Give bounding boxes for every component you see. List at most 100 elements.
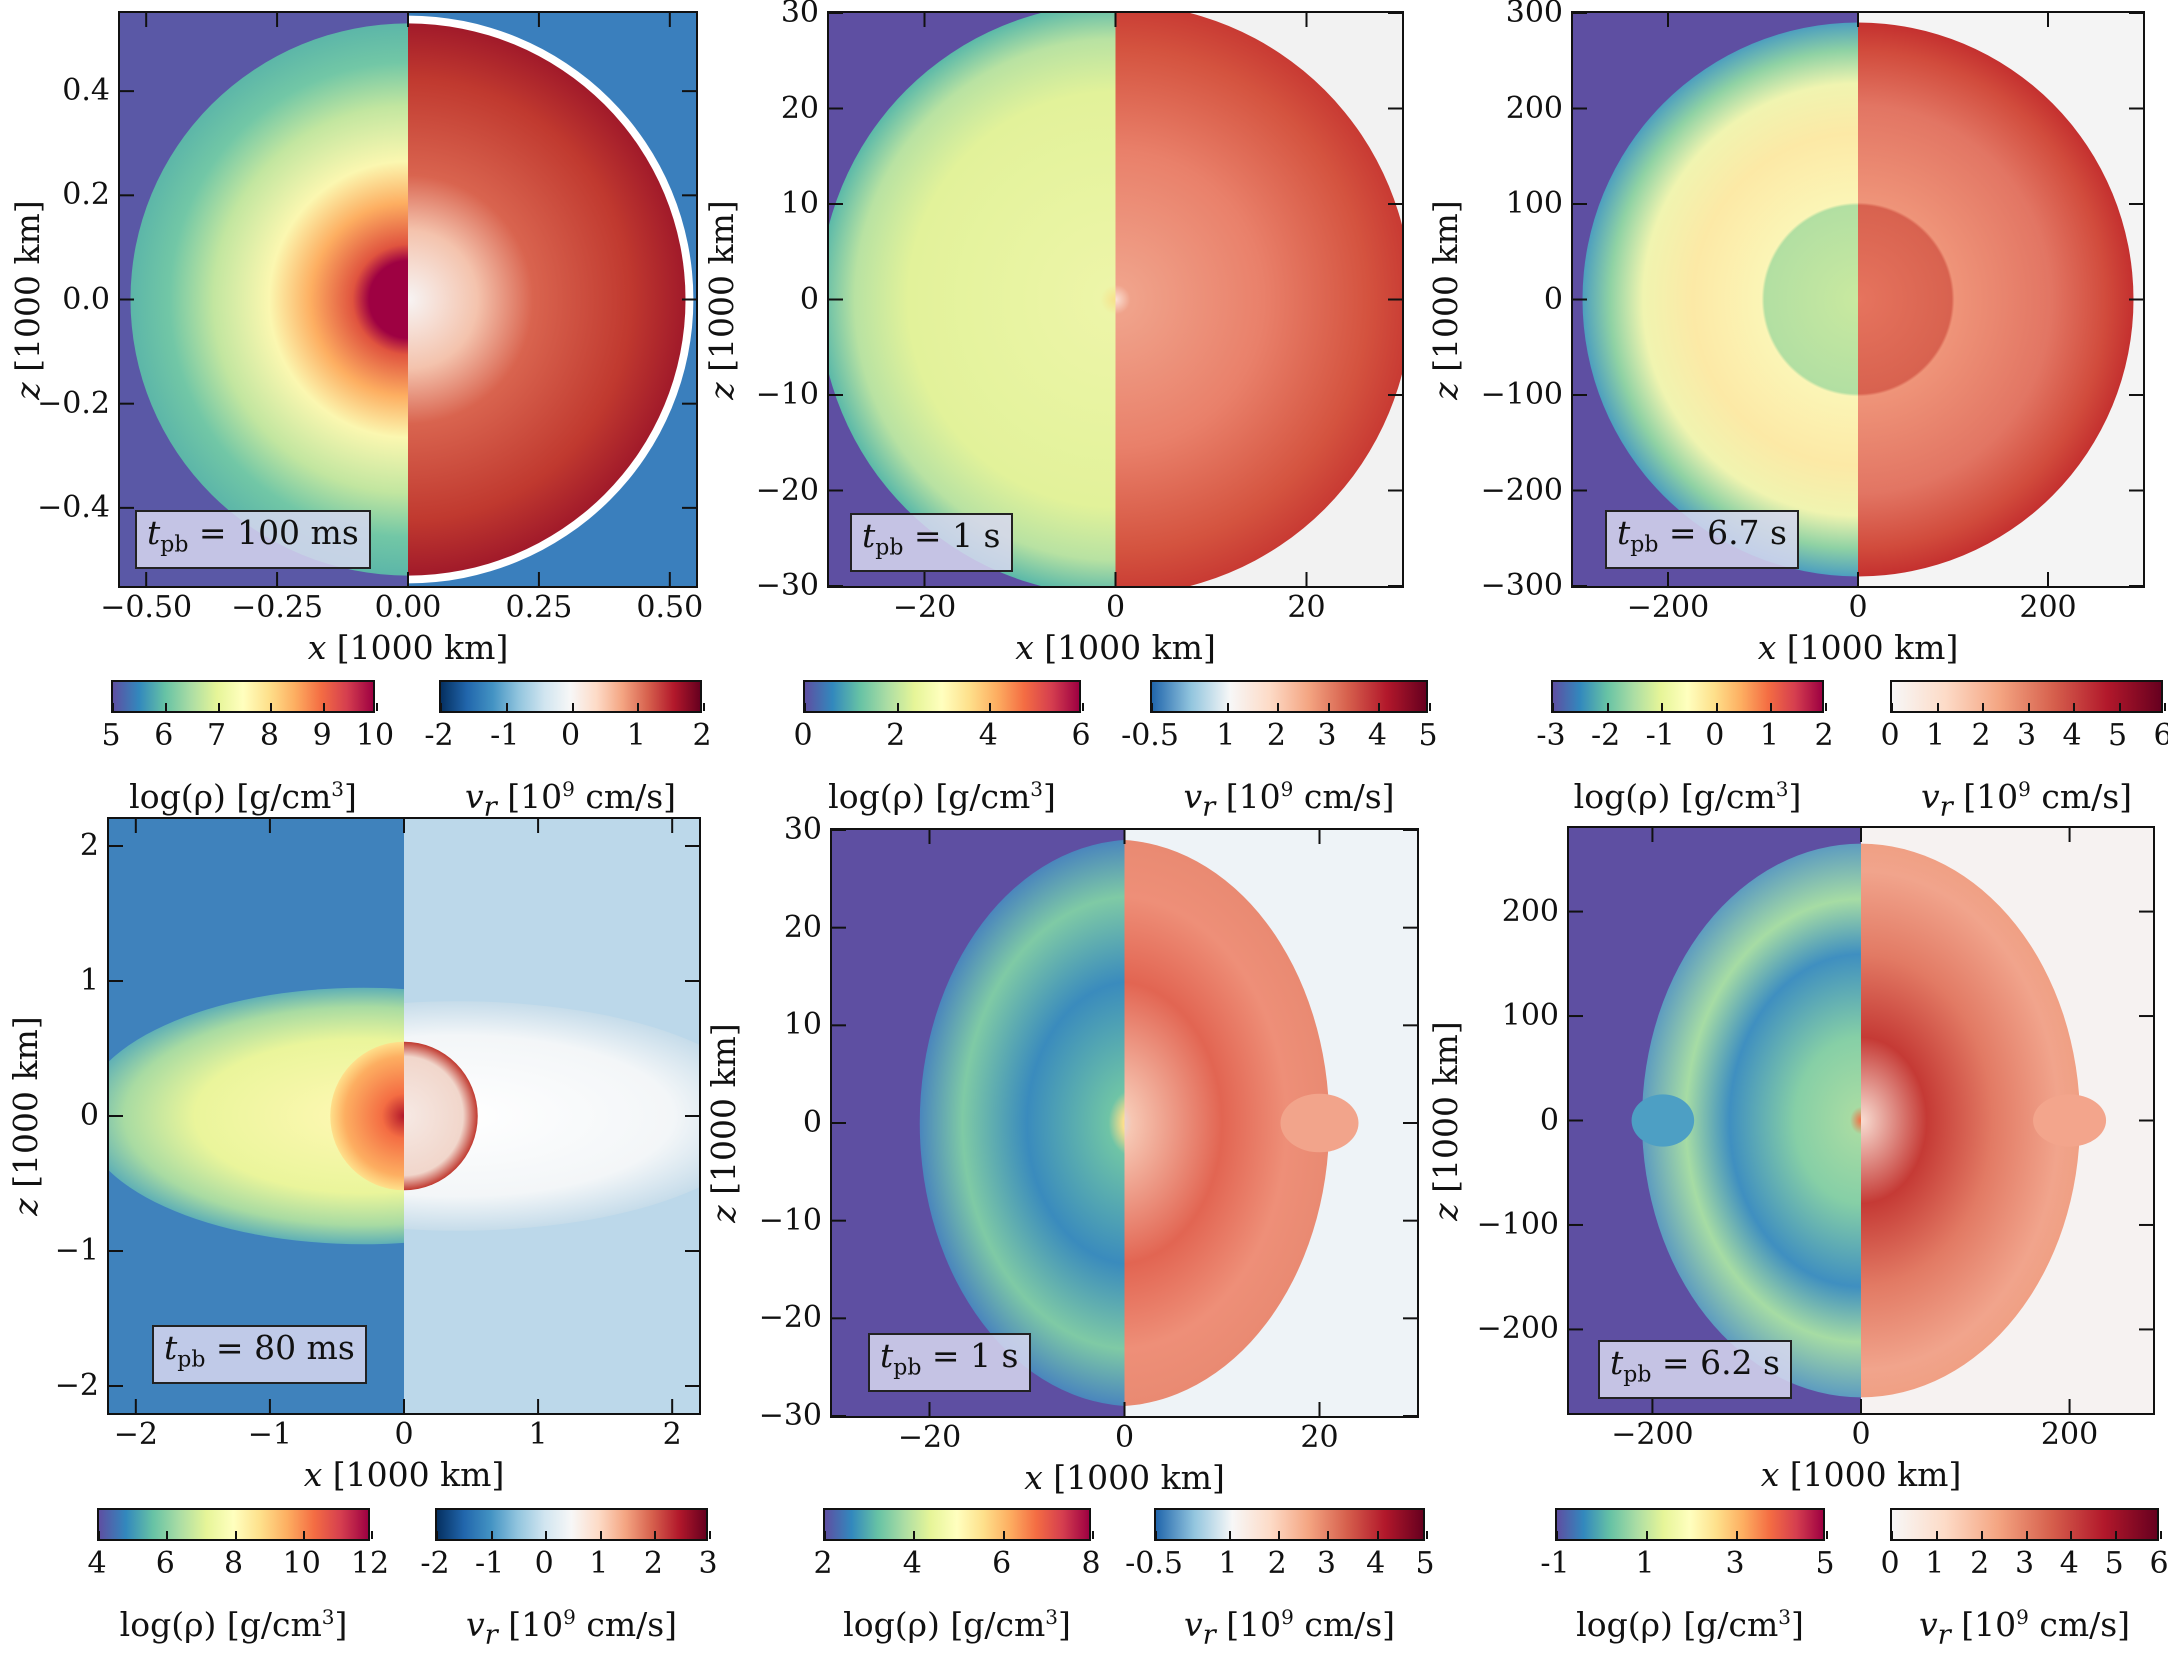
x-tick-label: 1 <box>528 1417 548 1452</box>
x-tick-label: −200 <box>1626 590 1710 625</box>
heatmap-canvas <box>829 13 1402 586</box>
colorbar-tick-label: 5 <box>2107 718 2128 753</box>
colorbar-tick-label: -2 <box>1590 718 1621 753</box>
x-tick-label: 0.00 <box>374 590 442 625</box>
time-value: = 1 s <box>903 516 1001 555</box>
colorbar-label: log(ρ) [g/cm3] <box>843 1598 1071 1644</box>
colorbar-tick-label: 6 <box>1071 718 1091 753</box>
time-var: t <box>1610 1343 1624 1382</box>
colorbar-tick <box>1935 1531 1938 1539</box>
colorbar-tick-label: -1 <box>1645 718 1675 753</box>
colorbar-tick <box>1556 1531 1558 1539</box>
colorbar-tick-label: 1 <box>1216 718 1236 753</box>
colorbar-unit-sup: 3 <box>331 777 344 801</box>
y-tick-label: 300 <box>1505 0 1563 30</box>
colorbar-label: vr [109 cm/s] <box>1921 770 2132 826</box>
colorbar-tick <box>270 703 273 711</box>
quantity-sub: r <box>1939 790 1953 823</box>
colorbar-tick-label: -0.5 <box>1121 718 1179 753</box>
y-axis-label: z [1000 km] <box>704 1023 743 1222</box>
colorbar-unit: [g/cm <box>216 1605 322 1644</box>
colorbar-label: vr [109 cm/s] <box>1919 1598 2130 1654</box>
colorbar-tick-label: -1 <box>474 1546 505 1581</box>
colorbar-tick <box>1661 703 1664 711</box>
colorbar-unit: [10 <box>497 1605 564 1644</box>
colorbar-tick-label: 1 <box>1925 718 1946 753</box>
density-half <box>832 830 1125 1416</box>
colorbar-quantity: vr <box>1921 777 1953 823</box>
quantity-sub: r <box>1202 790 1216 823</box>
colorbar-tick <box>1278 1531 1281 1539</box>
x-axis-unit: [1000 km] <box>1776 628 1959 667</box>
y-tick-label: −200 <box>1480 472 1563 508</box>
x-axis-label: x [1000 km] <box>308 630 509 666</box>
colorbar-unit: [10 <box>496 777 563 816</box>
colorbar-tick-label: 3 <box>698 1546 718 1581</box>
y-tick-label: −0.4 <box>37 489 110 525</box>
colorbar-tick-label: 8 <box>223 1546 244 1581</box>
velocity-region <box>404 1041 478 1191</box>
colorbar-density <box>1555 1508 1828 1541</box>
x-tick-label: 20 <box>1287 590 1326 625</box>
x-axis-var: x <box>1760 1455 1780 1494</box>
x-axis-label: x [1000 km] <box>1758 630 1959 666</box>
colorbar-tick <box>1770 703 1773 711</box>
colorbar-tick <box>571 703 574 711</box>
colorbar-unit: [g/cm <box>1672 1605 1779 1644</box>
colorbar-unit-sup: 3 <box>1045 1605 1058 1629</box>
y-tick-label: −20 <box>755 472 819 508</box>
colorbar-tick <box>112 703 114 711</box>
colorbar-tick-label: 12 <box>350 1546 390 1581</box>
y-tick-label: −300 <box>1480 568 1563 603</box>
y-tick-label: 10 <box>783 1007 822 1043</box>
velocity-region <box>2033 1094 2107 1147</box>
velocity-half <box>1858 13 2143 586</box>
colorbar-tick-label: 0 <box>793 718 813 753</box>
colorbar-unit-sup: 3 <box>321 1605 335 1629</box>
x-tick-label: −0.25 <box>231 590 324 625</box>
time-sub: pb <box>160 532 189 558</box>
time-label: tpb = 100 ms <box>135 510 371 569</box>
colorbar-velocity <box>1154 1508 1428 1541</box>
density-region <box>829 13 1116 586</box>
colorbar-tick <box>1936 703 1939 711</box>
colorbar-tick <box>1980 1531 1983 1539</box>
y-tick-label: 30 <box>780 0 819 30</box>
x-tick-label: 0.50 <box>636 590 704 625</box>
colorbar-tick <box>913 1531 916 1539</box>
colorbar-velocity <box>1890 1508 2162 1541</box>
x-tick-label: −0.50 <box>100 590 193 625</box>
colorbar-tick-label: 3 <box>2016 718 2037 753</box>
x-axis-label: x [1000 km] <box>1015 630 1216 666</box>
heatmap-plot <box>830 828 1419 1418</box>
colorbar-unit-end: cm/s] <box>574 777 677 816</box>
colorbar-tick <box>1327 1531 1330 1539</box>
density-region <box>130 23 408 576</box>
density-half <box>829 13 1116 586</box>
colorbar-unit-sup: 3 <box>1775 777 1789 801</box>
density-half <box>109 819 404 1413</box>
colorbar-unit-sup: 9 <box>1280 777 1294 801</box>
density-region <box>1642 843 1861 1398</box>
colorbar-tick <box>1826 1531 1828 1539</box>
time-label: tpb = 6.2 s <box>1598 1340 1792 1399</box>
colorbar-tick-label: 1 <box>1759 718 1779 753</box>
colorbar-tick <box>654 1531 657 1539</box>
colorbar-tick <box>1002 1531 1005 1539</box>
colorbar-tick-label: 6 <box>155 1546 175 1581</box>
y-tick-label: −10 <box>758 1202 822 1238</box>
colorbar-tick-label: 3 <box>2014 1546 2035 1581</box>
colorbar-label: vr [109 cm/s] <box>465 770 676 826</box>
colorbar-tick-label: 4 <box>978 718 998 753</box>
colorbar-tick <box>599 1531 602 1539</box>
colorbar-quantity: vr <box>465 777 497 823</box>
x-tick-label: 0.25 <box>505 590 573 625</box>
quantity-sub: r <box>483 790 497 823</box>
x-tick-label: 200 <box>2040 1417 2099 1452</box>
colorbar-unit-sup: 9 <box>2016 1605 2029 1629</box>
colorbar-label: vr [109 cm/s] <box>1184 1598 1395 1654</box>
colorbar-unit-end: cm/s] <box>575 1605 678 1644</box>
colorbar-tick <box>989 703 992 711</box>
y-tick-label: −20 <box>758 1300 822 1336</box>
heatmap-plot <box>107 817 701 1415</box>
